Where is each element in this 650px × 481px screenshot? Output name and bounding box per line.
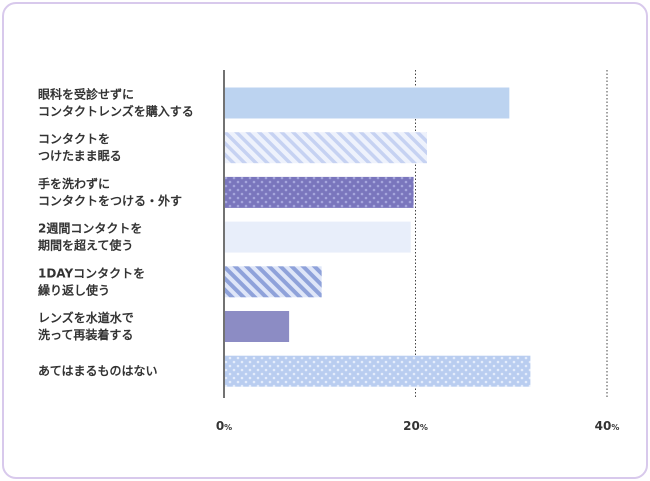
bar-4 (225, 221, 411, 253)
x-tick-label-0: 0% (216, 419, 232, 433)
bar-3 (225, 176, 414, 208)
category-label-6: レンズを水道水で洗って再装着する (38, 310, 134, 342)
bar-6 (225, 311, 290, 342)
bar-5 (225, 266, 322, 298)
category-label-line: あてはまるものはない (38, 364, 158, 378)
x-tick-label-20: 20% (403, 419, 428, 433)
category-label-line: コンタクトをつける・外す (38, 193, 182, 208)
category-label-4: 2週間コンタクトを期間を超えて使う (38, 221, 142, 253)
category-label-line: 眼科を受診せずに (38, 87, 134, 102)
category-label-line: レンズを水道水で (38, 310, 134, 325)
category-label-line: 2週間コンタクトを (38, 221, 142, 236)
bar-1 (225, 87, 510, 119)
category-label-line: つけたまま眠る (38, 149, 122, 163)
category-label-2: コンタクトをつけたまま眠る (38, 132, 122, 163)
x-tick-label-40: 40% (595, 419, 620, 433)
bar-2 (225, 132, 427, 164)
category-label-line: 洗って再装着する (38, 327, 133, 342)
category-label-line: 1DAYコンタクトを (38, 266, 145, 280)
bar-7 (225, 355, 531, 387)
category-label-line: 期間を超えて使う (38, 238, 133, 253)
category-label-3: 手を洗わずにコンタクトをつける・外す (38, 176, 182, 208)
category-label-line: コンタクトレンズを購入する (38, 104, 194, 119)
category-label-7: あてはまるものはない (38, 364, 158, 378)
category-label-line: 繰り返し使う (38, 282, 110, 297)
category-label-5: 1DAYコンタクトを繰り返し使う (38, 266, 145, 297)
category-label-line: 手を洗わずに (38, 176, 110, 191)
category-label-line: コンタクトを (38, 132, 110, 146)
category-label-1: 眼科を受診せずにコンタクトレンズを購入する (38, 87, 194, 119)
